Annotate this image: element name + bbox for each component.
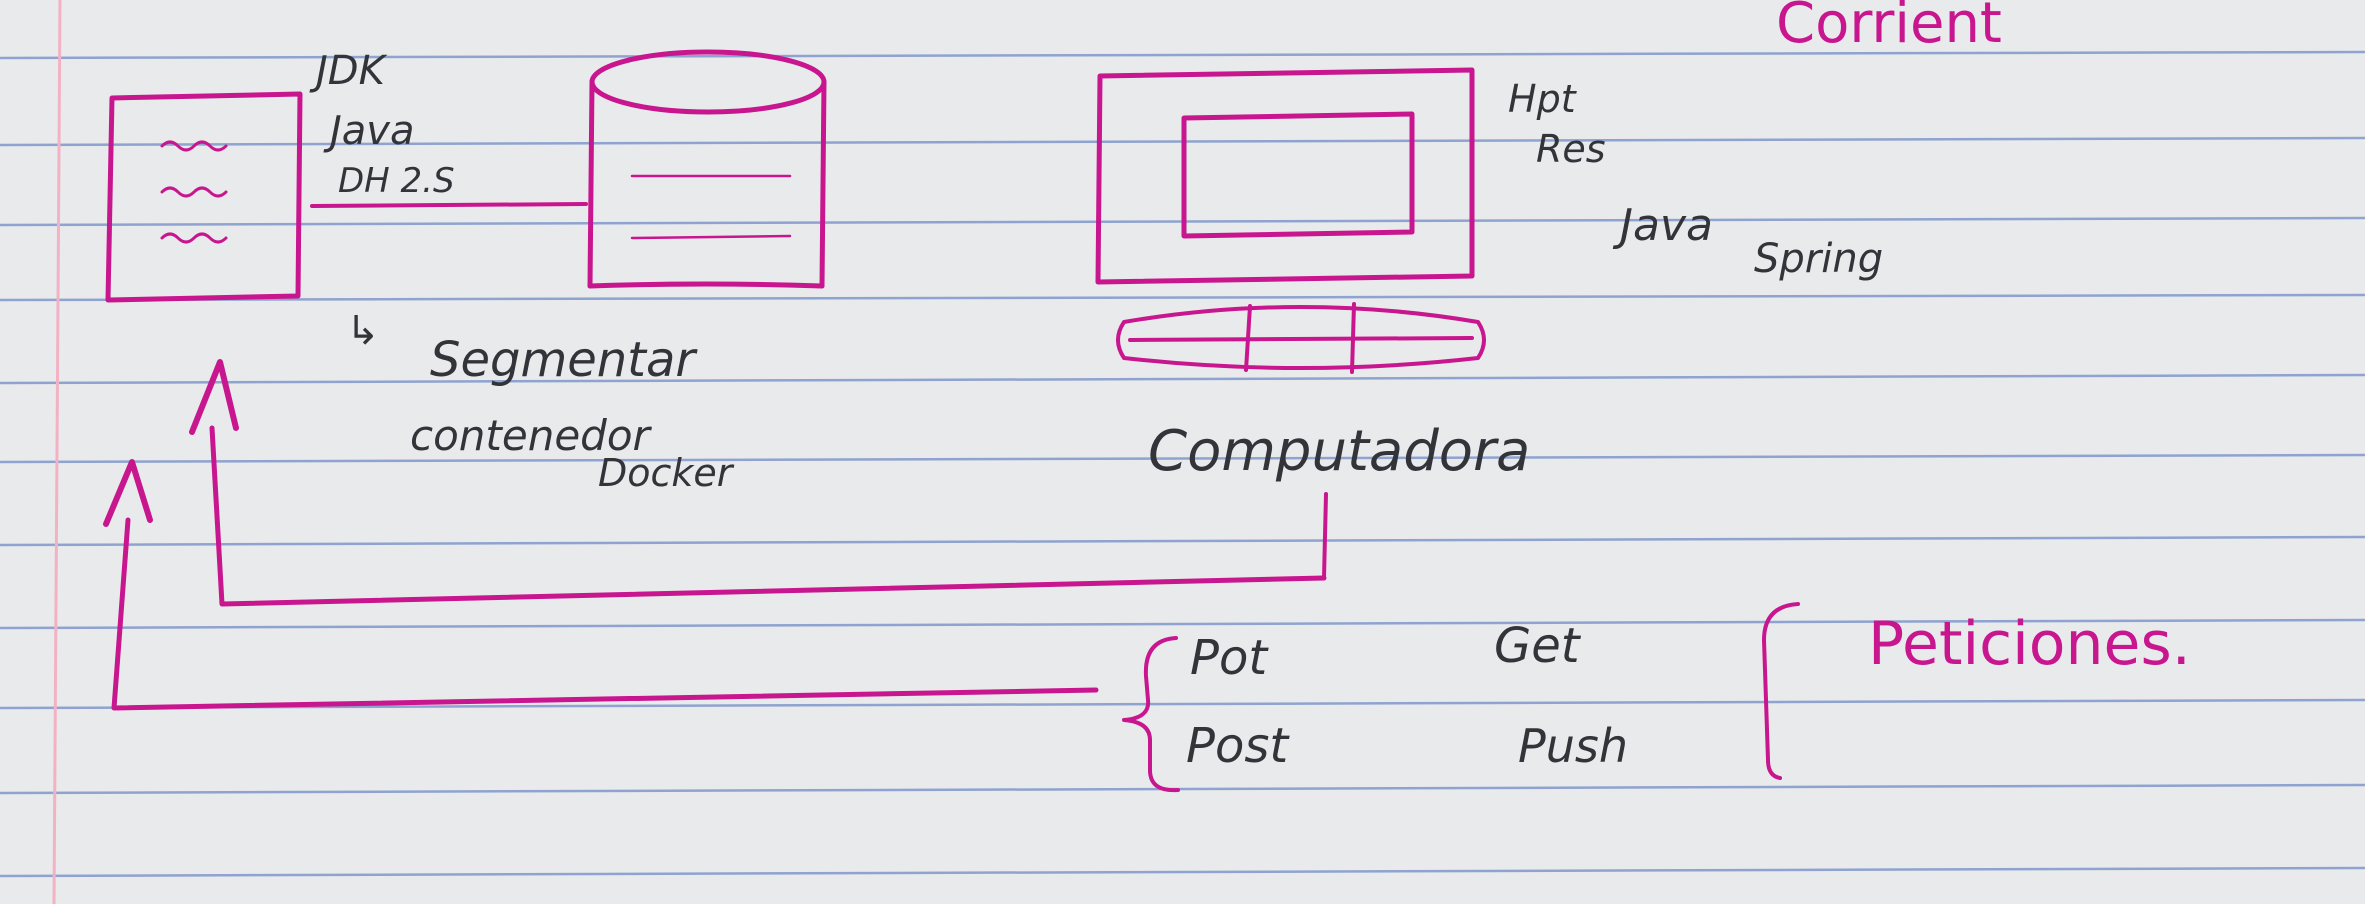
label-jdk: JDK: [309, 48, 388, 94]
database-cylinder: [587, 49, 827, 289]
label-put: Pot: [1190, 630, 1269, 686]
computer-drop-line: [1322, 492, 1328, 580]
label-peticiones: Peticiones.: [1868, 609, 2191, 679]
label-db: DH 2.S: [338, 161, 455, 201]
keyboard-row: [1128, 336, 1474, 342]
db-line: [630, 234, 792, 240]
keyboard: [1116, 302, 1486, 374]
keyboard-divider: [1350, 302, 1356, 374]
margin-line: [52, 0, 62, 904]
rule-line: [0, 866, 2365, 878]
label-spring: Spring: [1754, 236, 1883, 282]
label-corrient: Corrient: [1776, 0, 2002, 56]
methods-brace: [1122, 636, 1180, 793]
rule-line: [0, 50, 2365, 60]
monitor-screen: [1181, 111, 1415, 239]
rule-line: [0, 783, 2365, 795]
keyboard-divider: [1244, 304, 1252, 372]
computer-monitor: [1095, 67, 1475, 285]
label-post: Post: [1186, 718, 1290, 774]
db-bottom: [587, 281, 825, 289]
label-computadora: Computadora: [1148, 419, 1530, 484]
rule-line: [0, 293, 2365, 302]
squiggle: [160, 140, 228, 152]
squiggle: [160, 186, 228, 198]
server-box: [105, 91, 303, 303]
rule-line: [0, 698, 2365, 710]
ruled-lines: [0, 50, 2365, 878]
label-res: Res: [1536, 127, 1606, 171]
label-http: Hpt: [1508, 77, 1578, 121]
keyboard-outline: [1116, 305, 1486, 370]
inner-arrowhead: [189, 359, 239, 435]
server-box-outline: [105, 91, 303, 303]
db-top: [589, 49, 827, 115]
segmentar-arrow-icon: ↳: [346, 308, 380, 354]
server-db-connector: [310, 202, 588, 208]
ink-labels: Corrient Peticiones.: [1776, 0, 2191, 679]
rule-line: [0, 535, 2365, 547]
monitor-outline: [1095, 67, 1475, 285]
label-get: Get: [1494, 618, 1582, 674]
ink-strokes: [103, 49, 1800, 793]
outer-return-path: [111, 517, 1099, 711]
outer-arrowhead: [103, 459, 153, 527]
peticiones-brace: [1762, 602, 1800, 780]
label-contenedor: contenedor: [410, 411, 653, 460]
label-push: Push: [1518, 719, 1628, 773]
db-right: [819, 79, 827, 289]
label-java-computer: Java: [1612, 200, 1713, 251]
db-left: [587, 79, 595, 289]
rule-line: [0, 373, 2365, 385]
label-segmentar: Segmentar: [430, 332, 698, 388]
rule-line: [0, 453, 2365, 464]
label-java-server: Java: [323, 108, 415, 154]
pencil-labels: JDK Java DH 2.S ↳ Segmentar contenedor D…: [309, 48, 1883, 774]
squiggle: [160, 232, 228, 244]
inner-return-path: [209, 425, 1327, 607]
label-docker: Docker: [598, 451, 735, 495]
rule-line: [0, 618, 2365, 630]
